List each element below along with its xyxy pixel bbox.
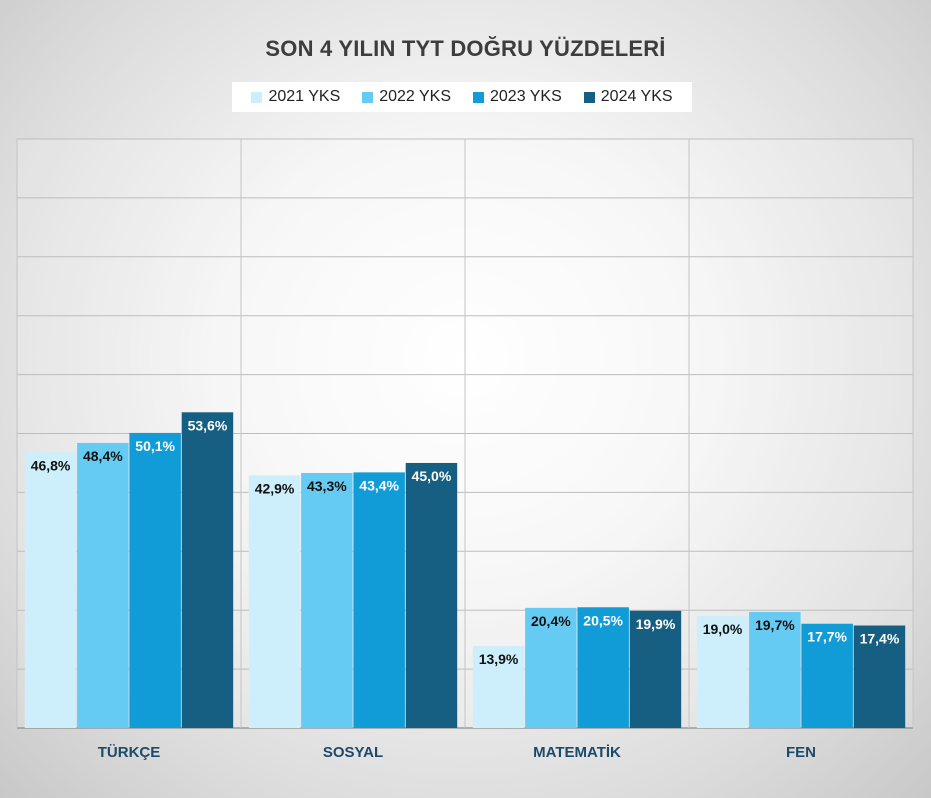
category-label: SOSYAL — [323, 744, 383, 761]
legend-label: 2021 YKS — [268, 88, 341, 105]
bar — [577, 607, 629, 728]
bar — [77, 442, 129, 728]
data-label: 20,4% — [531, 613, 571, 629]
data-label: 19,9% — [636, 616, 676, 632]
legend-item: 2021 YKS — [251, 88, 340, 106]
category-label: MATEMATİK — [533, 744, 621, 761]
bar — [525, 607, 577, 728]
bar — [353, 472, 405, 728]
bar — [24, 452, 77, 728]
bar — [472, 646, 525, 728]
data-label: 42,9% — [255, 480, 295, 496]
data-label: 19,7% — [755, 617, 795, 633]
chart-legend: 2021 YKS 2022 YKS 2023 YKS 2024 YKS — [232, 82, 692, 112]
data-label: 20,5% — [583, 612, 623, 628]
legend-label: 2023 YKS — [490, 88, 562, 105]
bar — [181, 412, 234, 728]
bar — [129, 432, 181, 728]
data-label: 17,7% — [807, 629, 847, 645]
bar — [749, 611, 801, 728]
legend-swatch — [251, 91, 263, 103]
data-label: 17,4% — [860, 631, 900, 647]
data-label: 50,1% — [135, 438, 175, 454]
bar — [248, 475, 301, 728]
legend-swatch — [583, 91, 595, 103]
legend-label: 2022 YKS — [379, 88, 451, 105]
bar — [629, 610, 682, 728]
category-label: TÜRKÇE — [98, 744, 161, 761]
chart-title: SON 4 YILIN TYT DOĞRU YÜZDELERİ — [265, 36, 666, 61]
category-label: FEN — [786, 744, 816, 761]
data-label: 46,8% — [31, 457, 71, 473]
data-label: 43,4% — [359, 477, 399, 493]
bar — [301, 472, 353, 728]
data-label: 48,4% — [83, 448, 123, 464]
legend-swatch — [473, 91, 484, 103]
legend-item: 2022 YKS — [362, 88, 451, 106]
legend-item: 2024 YKS — [583, 88, 673, 106]
data-label: 19,0% — [703, 621, 743, 637]
bar — [801, 623, 853, 728]
data-label: 45,0% — [412, 468, 452, 484]
bar — [853, 625, 906, 728]
bar — [696, 616, 749, 728]
bar — [405, 462, 458, 728]
legend-label: 2024 YKS — [600, 88, 673, 105]
legend-swatch — [362, 91, 374, 103]
data-label: 43,3% — [307, 478, 347, 494]
data-label: 53,6% — [188, 417, 228, 433]
legend-item: 2023 YKS — [473, 88, 562, 106]
data-label: 13,9% — [479, 651, 519, 667]
